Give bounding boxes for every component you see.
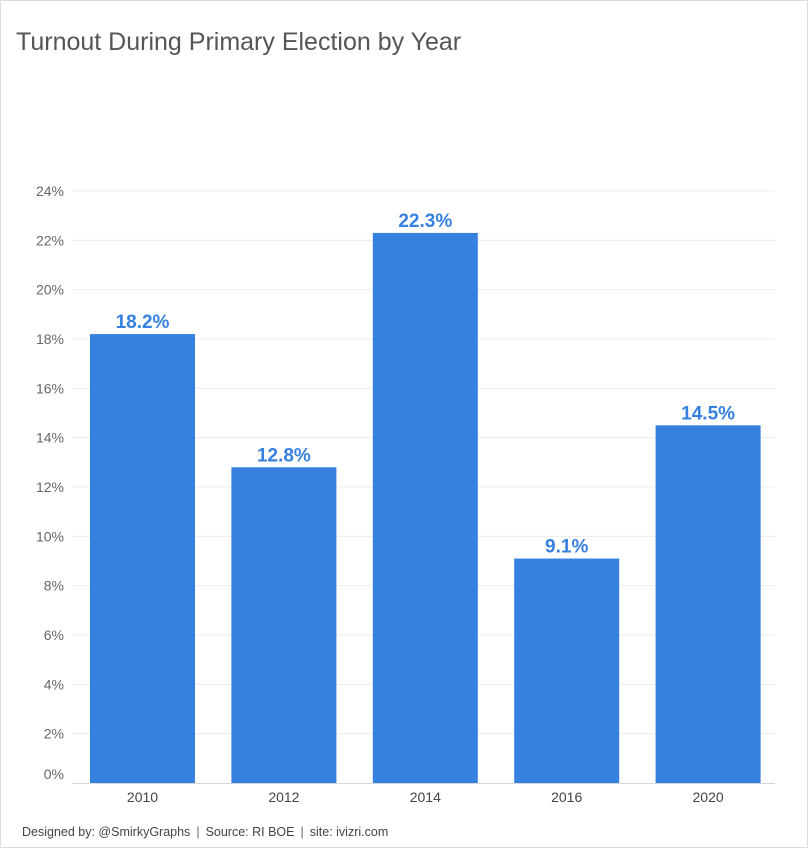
y-tick-label: 22% (36, 232, 64, 248)
y-tick-label: 4% (44, 676, 64, 692)
y-tick-label: 24% (36, 183, 64, 199)
bar-2014 (372, 232, 478, 783)
x-tick-label: 2016 (551, 789, 582, 805)
y-tick-label: 0% (44, 766, 64, 782)
data-label: 12.8% (257, 445, 311, 466)
bar-2020 (655, 425, 761, 783)
x-tick-label: 2020 (693, 789, 724, 805)
data-label: 14.5% (681, 403, 735, 424)
data-label: 18.2% (116, 312, 170, 333)
x-tick-label: 2010 (127, 789, 158, 805)
y-tick-label: 14% (36, 430, 64, 446)
y-tick-label: 20% (36, 282, 64, 298)
y-tick-label: 16% (36, 380, 64, 396)
chart-title: Turnout During Primary Election by Year (16, 28, 462, 56)
y-tick-label: 8% (44, 578, 64, 594)
bar-2016 (514, 558, 620, 783)
x-tick-label: 2012 (268, 789, 299, 805)
y-tick-label: 10% (36, 528, 64, 544)
y-tick-label: 2% (44, 726, 64, 742)
y-tick-label: 18% (36, 331, 64, 347)
footer-separator: | (300, 825, 304, 839)
bar-2012 (231, 467, 337, 783)
footer-site: site: ivizri.com (309, 825, 389, 839)
x-tick-label: 2014 (410, 789, 441, 805)
y-tick-label: 12% (36, 479, 64, 495)
data-label: 9.1% (545, 537, 588, 558)
bar-2010 (90, 334, 195, 783)
y-tick-label: 6% (44, 627, 64, 643)
footer-designer: Designed by: @SmirkyGraphs (22, 825, 191, 839)
footer-separator: | (196, 825, 200, 839)
footer-credits: Designed by: @SmirkyGraphs | Source: RI BO… (22, 825, 388, 839)
data-label: 22.3% (398, 211, 452, 232)
footer-source: Source: RI BOE (205, 825, 295, 839)
